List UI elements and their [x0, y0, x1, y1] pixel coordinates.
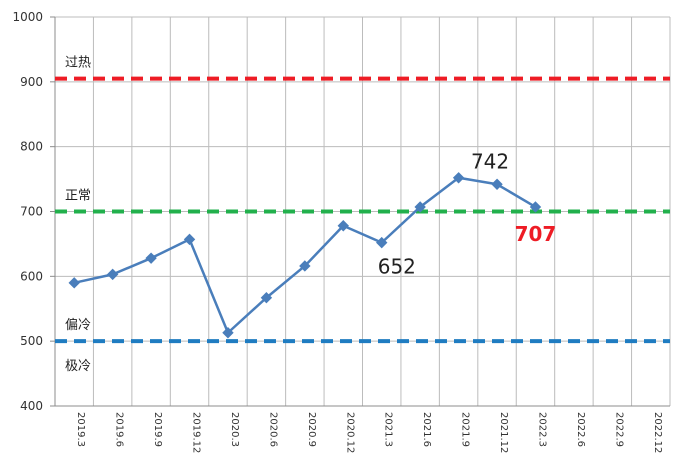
data-point-marker [376, 236, 388, 249]
data-point-marker [337, 220, 349, 232]
y-tick-label: 600 [20, 269, 43, 283]
x-tick-label: 2022.9 [613, 412, 624, 447]
data-label: 707 [515, 222, 557, 246]
zone-label: 极冷 [65, 359, 91, 374]
y-tick-labels: 400 500 600 700 800 900 1000 [12, 10, 43, 413]
data-annotations: 652 742 707 [378, 149, 557, 278]
data-point-marker [68, 277, 80, 289]
data-point-marker [414, 201, 426, 213]
data-label: 742 [471, 149, 509, 173]
data-point-marker [145, 252, 157, 264]
x-tick-label: 2021.3 [383, 412, 394, 447]
series-line [73, 176, 537, 334]
x-tick-label: 2020.9 [306, 412, 317, 447]
zone-label: 正常 [65, 189, 91, 204]
data-point-marker [491, 178, 503, 190]
data-point-marker [106, 268, 119, 281]
x-tick-label: 2021.12 [498, 412, 509, 453]
x-tick-label: 2019.6 [114, 412, 125, 447]
y-tick-label: 700 [20, 205, 43, 219]
x-tick-label: 2019.3 [75, 412, 86, 447]
x-tick-labels: 2019.3 2019.6 2019.9 2019.12 2020.3 2020.6 202… [75, 412, 663, 453]
x-tick-label: 2022.12 [652, 412, 663, 453]
x-tick-label: 2020.3 [229, 412, 240, 447]
data-point-marker [452, 172, 465, 184]
reference-lines [55, 76, 670, 344]
x-tick-label: 2022.6 [575, 412, 586, 447]
x-tick-label: 2019.9 [152, 412, 163, 447]
y-tick-label: 500 [20, 334, 43, 348]
data-point-marker [260, 292, 273, 304]
x-tick-label: 2020.12 [344, 412, 355, 453]
y-tick-label: 800 [20, 140, 43, 154]
x-tick-label: 2021.6 [421, 412, 432, 447]
y-tick-label: 900 [20, 75, 43, 89]
x-tick-label: 2021.9 [460, 412, 471, 447]
y-tick-label: 400 [20, 399, 43, 413]
data-point-marker [183, 233, 196, 246]
y-tick-label: 1000 [12, 10, 43, 24]
zone-label: 偏冷 [65, 318, 91, 333]
series-group [68, 172, 542, 339]
x-tick-label: 2020.6 [267, 412, 278, 447]
data-label: 652 [378, 255, 416, 279]
x-tick-label: 2019.12 [191, 412, 202, 453]
data-point-marker [299, 260, 311, 272]
data-point-marker [222, 327, 234, 339]
x-tick-label: 2022.3 [536, 412, 547, 447]
data-point-marker [529, 201, 542, 213]
zone-label: 过热 [65, 56, 91, 71]
